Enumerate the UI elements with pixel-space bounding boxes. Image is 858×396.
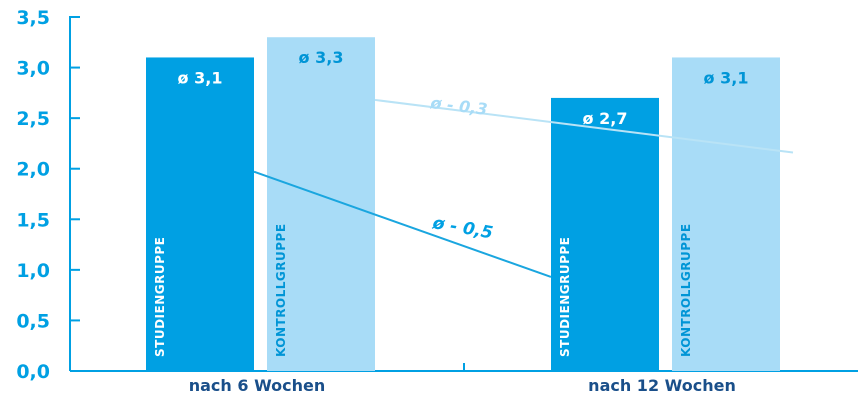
change-annotation: ø - 0,3 bbox=[429, 93, 489, 119]
x-tick-label: nach 6 Wochen bbox=[189, 376, 326, 395]
series-bar-label: STUDIENGRUPPE bbox=[558, 237, 572, 357]
bar bbox=[551, 97, 659, 372]
y-tick-label: 0,0 bbox=[16, 361, 50, 383]
y-tick-label: 0,5 bbox=[16, 310, 50, 332]
y-tick-label: 2,5 bbox=[16, 108, 50, 130]
change-annotation: ø - 0,5 bbox=[430, 213, 494, 243]
y-tick-label: 3,5 bbox=[16, 7, 50, 29]
series-bar-label: KONTROLLGRUPPE bbox=[274, 223, 288, 357]
series-bar-label: KONTROLLGRUPPE bbox=[679, 223, 693, 357]
data-label: ø 3,3 bbox=[299, 48, 344, 67]
y-tick-label: 1,0 bbox=[16, 260, 50, 282]
series-bar-label: STUDIENGRUPPE bbox=[153, 237, 167, 357]
data-label: ø 3,1 bbox=[704, 68, 749, 87]
change-line bbox=[374, 98, 794, 154]
y-tick-label: 3,0 bbox=[16, 58, 50, 80]
data-label: ø 2,7 bbox=[583, 109, 628, 128]
y-tick-label: 1,5 bbox=[16, 209, 50, 231]
data-label: ø 3,1 bbox=[178, 68, 223, 87]
bar bbox=[672, 57, 780, 371]
change-line bbox=[253, 170, 552, 278]
bar bbox=[267, 37, 375, 371]
bar bbox=[146, 57, 254, 371]
y-tick-label: 2,0 bbox=[16, 159, 50, 181]
x-tick-label: nach 12 Wochen bbox=[588, 376, 736, 395]
